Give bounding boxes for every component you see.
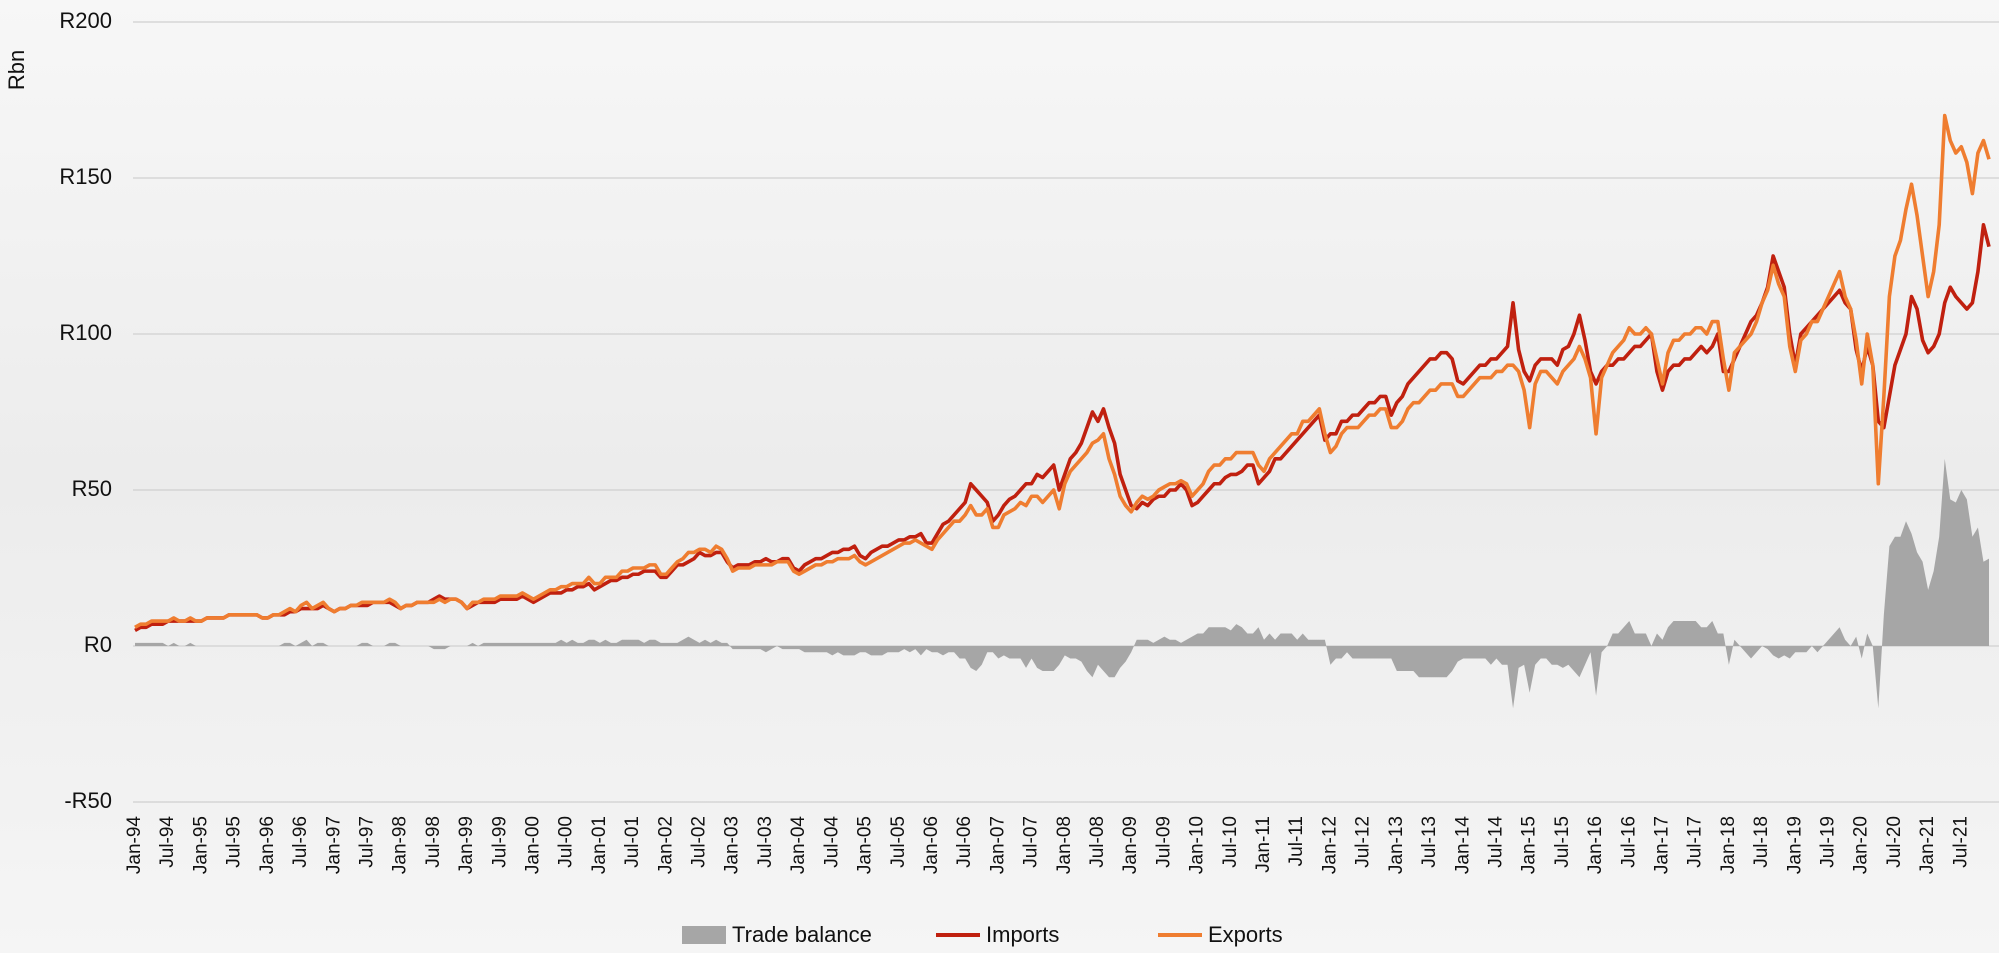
x-tick-label: Jul-04: [821, 816, 842, 868]
x-tick-label: Jul-05: [888, 816, 909, 868]
imports-line: [134, 223, 1991, 632]
x-tick-label: Jul-98: [423, 816, 444, 868]
x-tick-label: Jul-06: [954, 816, 975, 868]
x-tick-label: Jan-20: [1851, 816, 1872, 874]
legend-label: Exports: [1208, 922, 1283, 947]
x-tick-label: Jul-14: [1485, 816, 1506, 868]
x-tick-label: Jan-10: [1187, 816, 1208, 874]
x-tick-label: Jul-94: [157, 816, 178, 868]
x-tick-label: Jul-16: [1618, 816, 1639, 868]
x-tick-label: Jan-07: [987, 816, 1008, 874]
x-tick-label: Jan-16: [1585, 816, 1606, 874]
y-tick-label: R50: [72, 476, 112, 501]
x-tick-label: Jul-96: [290, 816, 311, 868]
y-axis-label: Rbn: [4, 50, 29, 90]
trade-balance-area: [135, 458, 1989, 709]
x-tick-label: Jul-00: [556, 816, 577, 868]
x-tick-label: Jan-01: [589, 816, 610, 874]
x-tick-label: Jul-19: [1818, 816, 1839, 868]
x-tick-label: Jul-03: [755, 816, 776, 868]
x-tick-label: Jan-03: [722, 816, 743, 874]
x-tick-label: Jan-18: [1718, 816, 1739, 874]
x-tick-label: Jan-08: [1054, 816, 1075, 874]
x-tick-label: Jul-01: [622, 816, 643, 868]
x-tick-label: Jan-21: [1917, 816, 1938, 874]
x-tick-label: Jul-09: [1153, 816, 1174, 868]
x-tick-label: Jan-97: [323, 816, 344, 874]
x-tick-label: Jan-94: [124, 816, 145, 875]
x-tick-label: Jul-21: [1950, 816, 1971, 868]
x-tick-label: Jan-09: [1120, 816, 1141, 874]
x-tick-label: Jan-06: [921, 816, 942, 874]
x-tick-label: Jul-10: [1220, 816, 1241, 868]
x-tick-label: Jul-13: [1419, 816, 1440, 868]
x-tick-label: Jan-99: [456, 816, 477, 874]
x-tick-label: Jul-07: [1021, 816, 1042, 868]
y-tick-label: -R50: [64, 788, 112, 813]
x-tick-label: Jul-99: [489, 816, 510, 868]
x-tick-label: Jan-11: [1253, 816, 1274, 873]
legend-swatch: [682, 926, 726, 944]
x-tick-label: Jan-96: [257, 816, 278, 874]
x-tick-label: Jan-02: [655, 816, 676, 874]
x-tick-label: Jan-95: [190, 816, 211, 874]
x-tick-label: Jan-13: [1386, 816, 1407, 874]
y-tick-label: R100: [59, 320, 112, 345]
x-tick-label: Jul-15: [1552, 816, 1573, 868]
x-tick-label: Jan-19: [1784, 816, 1805, 874]
x-tick-label: Jan-15: [1519, 816, 1540, 874]
x-tick-label: Jan-17: [1651, 816, 1672, 874]
x-tick-label: Jan-14: [1452, 816, 1473, 875]
x-tick-label: Jul-11: [1286, 816, 1307, 866]
x-tick-label: Jul-08: [1087, 816, 1108, 868]
x-tick-label: Jul-95: [224, 816, 245, 868]
x-tick-label: Jul-12: [1353, 816, 1374, 868]
x-tick-label: Jan-12: [1319, 816, 1340, 874]
exports-line: [134, 113, 1991, 629]
x-tick-label: Jan-04: [788, 816, 809, 875]
y-tick-label: R0: [84, 632, 112, 657]
y-tick-label: R150: [59, 164, 112, 189]
legend-label: Imports: [986, 922, 1059, 947]
x-tick-label: Jan-05: [855, 816, 876, 874]
x-tick-label: Jan-00: [522, 816, 543, 874]
x-tick-label: Jul-02: [689, 816, 710, 868]
x-tick-label: Jul-97: [356, 816, 377, 868]
x-tick-label: Jul-20: [1884, 816, 1905, 868]
legend-label: Trade balance: [732, 922, 872, 947]
y-tick-label: R200: [59, 8, 112, 33]
x-tick-label: Jul-18: [1751, 816, 1772, 868]
x-tick-label: Jan-98: [390, 816, 411, 874]
x-tick-label: Jul-17: [1685, 816, 1706, 868]
